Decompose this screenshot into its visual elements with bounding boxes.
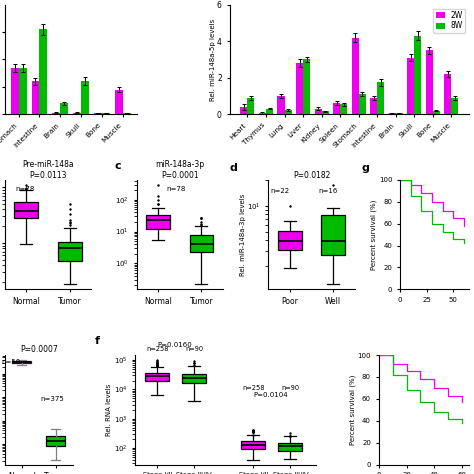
Bar	[259, 113, 266, 114]
Bar	[426, 50, 433, 114]
Bar	[333, 103, 340, 114]
Y-axis label: Rel. RNA levels: Rel. RNA levels	[106, 383, 112, 436]
Bar	[39, 29, 47, 114]
PathPatch shape	[241, 441, 265, 449]
Bar	[73, 113, 81, 114]
Bar	[52, 113, 60, 114]
Bar	[284, 109, 292, 114]
Text: n=375: n=375	[40, 396, 64, 402]
Y-axis label: Percent survival (%): Percent survival (%)	[350, 374, 356, 445]
Bar	[433, 110, 440, 114]
Bar	[370, 98, 377, 114]
PathPatch shape	[12, 361, 31, 363]
Bar	[277, 96, 284, 114]
PathPatch shape	[58, 242, 82, 261]
Text: g: g	[362, 163, 370, 173]
PathPatch shape	[190, 235, 213, 252]
Bar	[32, 82, 39, 114]
Y-axis label: Percent survival (%): Percent survival (%)	[371, 200, 377, 270]
Bar	[315, 109, 321, 114]
Bar	[11, 68, 18, 114]
Legend: 2W, 8W: 2W, 8W	[433, 9, 465, 33]
Bar	[18, 68, 27, 114]
PathPatch shape	[321, 215, 345, 255]
Bar	[296, 63, 303, 114]
Bar	[115, 90, 123, 114]
Bar	[321, 111, 328, 114]
PathPatch shape	[146, 215, 170, 229]
Bar	[444, 74, 451, 114]
Bar	[389, 113, 396, 114]
Text: n=90: n=90	[185, 346, 203, 352]
PathPatch shape	[278, 231, 302, 250]
Bar	[414, 36, 421, 114]
Text: n=16: n=16	[319, 188, 338, 194]
Text: n=90: n=90	[282, 385, 300, 391]
Text: f: f	[95, 336, 100, 346]
Bar	[407, 58, 414, 114]
Title: miR-148a-3p
P=0.0001: miR-148a-3p P=0.0001	[155, 160, 204, 180]
Text: c: c	[115, 161, 121, 171]
PathPatch shape	[46, 436, 65, 446]
Text: d: d	[229, 163, 237, 173]
Bar	[123, 113, 131, 114]
Text: P=0.0160: P=0.0160	[157, 342, 192, 348]
PathPatch shape	[278, 443, 302, 451]
Bar	[451, 98, 458, 114]
Bar	[94, 113, 102, 114]
Title: P=0.0007: P=0.0007	[20, 345, 58, 354]
Bar	[340, 104, 347, 114]
Text: n=78: n=78	[15, 186, 35, 192]
PathPatch shape	[182, 374, 206, 383]
Text: P=0.0104: P=0.0104	[254, 392, 288, 398]
Bar	[266, 109, 273, 114]
Title: Pre-miR-148a
P=0.0113: Pre-miR-148a P=0.0113	[22, 160, 74, 180]
Bar	[240, 107, 247, 114]
Bar	[60, 103, 68, 114]
Bar	[396, 113, 403, 114]
Bar	[247, 98, 255, 114]
Text: n=258: n=258	[242, 385, 264, 391]
Text: n=78: n=78	[167, 186, 186, 192]
PathPatch shape	[145, 373, 169, 382]
Text: n=22: n=22	[270, 188, 289, 194]
PathPatch shape	[15, 202, 38, 218]
Bar	[81, 82, 89, 114]
Y-axis label: Rel. miR-148a-5p levels: Rel. miR-148a-5p levels	[210, 18, 216, 100]
Bar	[352, 37, 359, 114]
Bar	[377, 82, 384, 114]
Bar	[303, 59, 310, 114]
Text: n=258: n=258	[146, 346, 168, 352]
Text: n=50: n=50	[1, 359, 20, 365]
Bar	[359, 94, 366, 114]
Bar	[102, 113, 110, 114]
Title: P=0.0182: P=0.0182	[293, 171, 330, 180]
Y-axis label: Rel. miR-148a-3p levels: Rel. miR-148a-3p levels	[240, 193, 246, 276]
